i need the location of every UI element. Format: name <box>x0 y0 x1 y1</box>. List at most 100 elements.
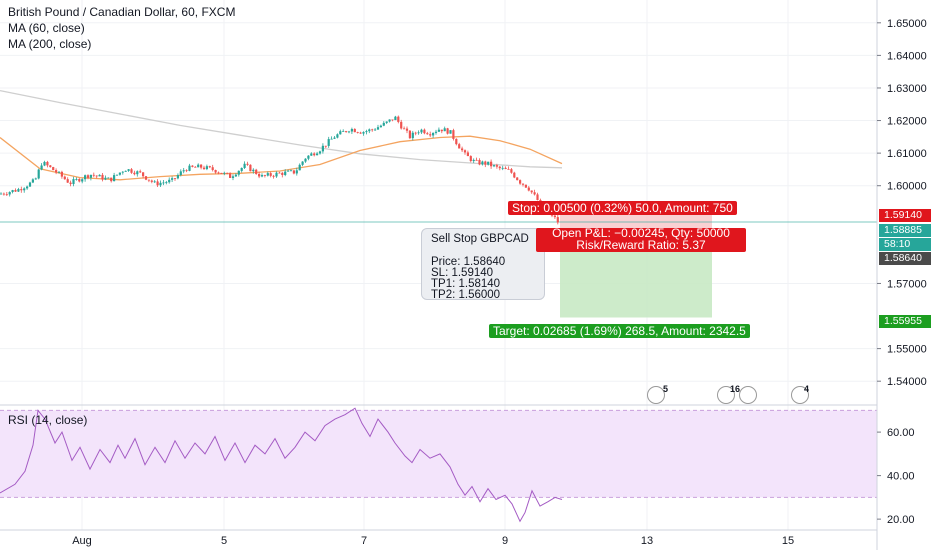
order-box[interactable]: Sell Stop GBPCAD Price: 1.58640 SL: 1.59… <box>421 228 545 301</box>
candle-body <box>95 175 98 177</box>
candle-body <box>23 188 26 191</box>
pnl-label[interactable]: Open P&L: −0.00245, Qty: 50000 Risk/Rewa… <box>536 227 746 252</box>
candle-body <box>220 172 223 174</box>
ca-flag-icon[interactable] <box>739 386 757 404</box>
candle-body <box>260 175 264 177</box>
time-tick-label: Aug <box>72 535 92 547</box>
candle-body <box>382 122 385 126</box>
candle-body <box>533 192 536 195</box>
candle-body <box>104 177 107 180</box>
price-tick-label: 1.57000 <box>887 278 927 290</box>
candle-body <box>495 165 498 167</box>
candle-body <box>243 163 246 168</box>
candle-body <box>461 148 464 151</box>
candle-body <box>536 194 539 200</box>
candle-body <box>202 167 206 170</box>
target-label[interactable]: Target: 0.02685 (1.69%) 268.5, Amount: 2… <box>489 324 750 338</box>
candle-body <box>179 171 182 176</box>
price-tick-label: 1.61000 <box>887 148 927 160</box>
candle-body <box>205 166 208 170</box>
candle-body <box>313 153 316 156</box>
last-price-tag: 1.58885 <box>879 224 931 237</box>
candle-body <box>75 178 78 180</box>
candle-body <box>507 168 510 170</box>
candle-body <box>217 172 220 174</box>
candle-body <box>350 129 353 132</box>
candle-body <box>252 169 255 172</box>
candle-body <box>5 194 8 196</box>
candle-body <box>376 127 380 130</box>
candle-body <box>342 131 345 132</box>
candle-body <box>478 159 481 165</box>
candle-body <box>446 128 449 134</box>
candle-body <box>307 155 310 159</box>
candle-body <box>266 173 269 176</box>
price-tick-label: 1.55000 <box>887 344 927 356</box>
candle-body <box>388 119 391 122</box>
stop-label[interactable]: Stop: 0.00500 (0.32%) 50.0, Amount: 750 <box>508 201 737 215</box>
candle-body <box>214 170 217 173</box>
rr-text: Risk/Reward Ratio: 5.37 <box>576 237 706 252</box>
candle-body <box>118 172 121 175</box>
candle-body <box>443 128 446 132</box>
candle-body <box>405 128 409 131</box>
candle-body <box>521 183 525 185</box>
candle-body <box>159 182 162 186</box>
candle-body <box>20 189 23 191</box>
gb-flag-icon[interactable] <box>717 386 735 404</box>
candle-body <box>333 137 336 139</box>
order-sl: SL: 1.59140 <box>431 267 494 279</box>
candle-body <box>417 132 420 134</box>
candle-body <box>121 171 124 173</box>
candle-body <box>316 153 319 156</box>
candle-body <box>81 179 84 182</box>
candle-body <box>490 161 493 167</box>
price-tick-label: 1.64000 <box>887 50 927 62</box>
candle-body <box>231 176 235 178</box>
candle-body <box>472 159 475 162</box>
candle-body <box>455 138 458 145</box>
rsi-pane <box>0 404 877 523</box>
candle-body <box>458 144 461 149</box>
candle-body <box>539 199 542 202</box>
candle-body <box>84 175 87 180</box>
candle-body <box>510 169 513 173</box>
candle-body <box>191 165 194 167</box>
ma200-legend: MA (200, close) <box>8 37 92 51</box>
candle-body <box>519 180 522 184</box>
candle-body <box>165 182 168 184</box>
candle-body <box>298 164 301 171</box>
candle-body <box>371 129 374 131</box>
candle-body <box>553 215 556 218</box>
candle-body <box>17 189 20 192</box>
gb-flag-icon[interactable] <box>647 386 665 404</box>
candle-body <box>278 172 281 174</box>
price-tick-label: 1.62000 <box>887 116 927 128</box>
stop-price-tag: 1.59140 <box>879 209 931 222</box>
candle-body <box>46 161 49 166</box>
candle-body <box>14 190 17 192</box>
candle-body <box>289 170 293 172</box>
candle-body <box>492 165 496 167</box>
candle-body <box>437 129 440 132</box>
candle-body <box>60 171 63 177</box>
candle-body <box>162 182 165 184</box>
candle-body <box>144 176 148 180</box>
candle-body <box>432 132 435 136</box>
gb-flag-icon[interactable] <box>791 386 809 404</box>
candle-body <box>403 128 406 130</box>
candle-body <box>211 167 214 171</box>
candle-body <box>397 116 400 122</box>
candle-body <box>72 179 75 185</box>
rsi-tick-label: 20.00 <box>887 514 915 526</box>
candle-body <box>327 139 330 146</box>
candle-body <box>150 180 153 182</box>
candle-body <box>362 132 365 134</box>
candle-body <box>440 129 443 132</box>
candle-body <box>504 167 507 169</box>
candle-body <box>142 172 145 177</box>
candle-body <box>275 172 278 177</box>
candle-body <box>272 175 275 177</box>
candle-body <box>240 167 243 171</box>
